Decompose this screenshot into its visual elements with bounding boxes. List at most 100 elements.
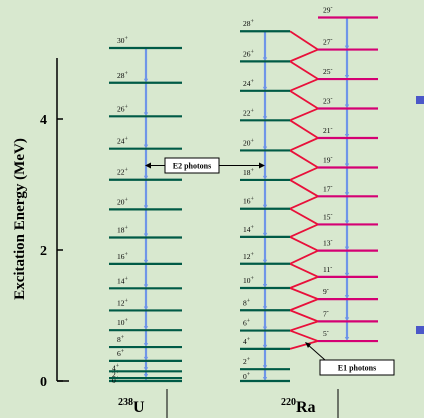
e2-transition-arrow [143, 209, 149, 238]
ra220-mass-number: 220 [281, 397, 296, 408]
e1-transition-line [289, 249, 319, 265]
u238-level-label: 16+ [117, 252, 129, 261]
e1-transition-line [289, 166, 319, 181]
y-axis-ticks: 0 2 4 [40, 113, 63, 390]
e1-transition-line [289, 309, 319, 323]
e2-transition-arrow [262, 310, 268, 331]
ra220-odd-level-label: 5- [323, 329, 329, 338]
y-axis-title: Excitation Energy (MeV) [12, 138, 28, 300]
u238-level-label: 8+ [117, 335, 125, 344]
e1-transition-line [289, 149, 319, 169]
ra220-odd-level-label: 21- [323, 126, 333, 135]
e1-transition-line [289, 262, 319, 278]
e2-transition-arrow [262, 31, 268, 62]
u238-level-label: 6+ [117, 349, 125, 358]
e2-transition-arrow [262, 287, 268, 311]
ra220-odd-level-label: 13- [323, 239, 333, 248]
e2-transition-arrow [143, 237, 149, 264]
ra220-even-level-label: 8+ [243, 298, 251, 307]
e2-transition-arrow [262, 120, 268, 151]
e1-transition-line [289, 320, 319, 332]
e2-transition-arrow [143, 116, 149, 149]
e2-transition-arrow [344, 79, 350, 109]
e1-transition-line [289, 329, 319, 342]
e1-transition-line [289, 287, 319, 300]
e1-transition-line [289, 78, 319, 92]
ra220-level-scheme: 0+ 2+ 4+ 6+ 8+ 10+ 12+ 14+ 16+ 18+ 20+ 22+ 24+ 26+ 28+… [240, 5, 378, 383]
ra220-odd-level-label: 23- [323, 97, 333, 106]
bullet-lower [416, 326, 424, 334]
e1-transition-line [289, 30, 319, 51]
e2-transition-arrow [143, 263, 149, 289]
e1-transition-line [289, 179, 319, 198]
e2-transition-arrow [344, 108, 350, 138]
ra220-even-level-label: 14+ [243, 225, 255, 234]
ra220-even-level-label: 4+ [243, 337, 251, 346]
e1-transition-line [289, 60, 319, 80]
ra220-even-level-label: 28+ [243, 19, 255, 28]
e2-transition-arrow [143, 310, 149, 331]
ra220-even-level-label: 12+ [243, 252, 255, 261]
e1-callout: E1 photons [305, 342, 395, 376]
u238-level-label: 20+ [117, 197, 129, 206]
ra220-even-level-label: 18+ [243, 168, 255, 177]
e2-transition-arrow [262, 208, 268, 237]
u238-level-label: 18+ [117, 225, 129, 234]
e1-transition-line [289, 340, 319, 350]
bullet-upper [416, 96, 424, 104]
ra220-even-level-label: 2+ [243, 357, 251, 366]
e2-transition-arrow [344, 137, 350, 168]
ra220-element-symbol: Ra [296, 399, 316, 416]
ra220-even-level-label: 26+ [243, 49, 255, 58]
e2-transition-arrow [262, 150, 268, 180]
e2-callout-label: E2 photons [173, 162, 211, 171]
u238-level-label: 14+ [117, 276, 129, 285]
ra220-even-level-label: 6+ [243, 319, 251, 328]
e2-transition-arrow [344, 224, 350, 251]
e2-transition-arrow [262, 263, 268, 288]
ra220-even-level-label: 10+ [243, 276, 255, 285]
e2-transition-arrow [344, 167, 350, 197]
u238-level-label: 22+ [117, 168, 129, 177]
e2-transition-arrow [344, 276, 350, 300]
e2-transition-arrow [344, 49, 350, 80]
e2-transition-arrow [143, 82, 149, 117]
e1-transition-line [289, 236, 319, 252]
u238-level-label: 2+ [112, 370, 120, 379]
ra220-even-level-label: 16+ [243, 197, 255, 206]
e2-transition-arrow [143, 179, 149, 210]
e1-transition-line [289, 137, 319, 152]
e1-transition-line [289, 223, 319, 238]
u238-level-label: 26+ [117, 104, 129, 113]
e2-transition-arrow [262, 90, 268, 121]
u238-level-label: 12+ [117, 298, 129, 307]
u238-mass-number: 238 [118, 397, 133, 408]
e2-transition-arrow [262, 369, 268, 381]
e2-transition-arrow [344, 321, 350, 342]
ra220-even-level-label: 24+ [243, 79, 255, 88]
e2-transition-arrow [344, 196, 350, 225]
e2-callout: E2 photons [145, 157, 265, 174]
ra220-even-level-label: 22+ [243, 108, 255, 117]
ra220-odd-level-label: 15- [323, 212, 333, 221]
y-tick-label: 0 [40, 375, 47, 390]
e1-transition-line [289, 90, 319, 110]
e2-transition-arrow [143, 330, 149, 348]
y-tick-label: 2 [40, 244, 47, 259]
e2-transition-arrow [344, 299, 350, 322]
e1-callout-label: E1 photons [338, 364, 376, 373]
e2-transition-arrow [143, 288, 149, 311]
e2-transition-arrow [262, 179, 268, 209]
u238-element-symbol: U [133, 399, 145, 416]
ra220-even-level-label: 20+ [243, 138, 255, 147]
e2-transition-arrow [262, 348, 268, 370]
svg-text:220Ra: 220Ra [281, 397, 316, 416]
u238-level-label: 10+ [117, 318, 129, 327]
ra220-nucleus-label: 220Ra [281, 389, 339, 418]
svg-text:238U: 238U [118, 397, 145, 416]
u238-level-label: 28+ [117, 71, 129, 80]
e1-transition-line [289, 207, 319, 226]
